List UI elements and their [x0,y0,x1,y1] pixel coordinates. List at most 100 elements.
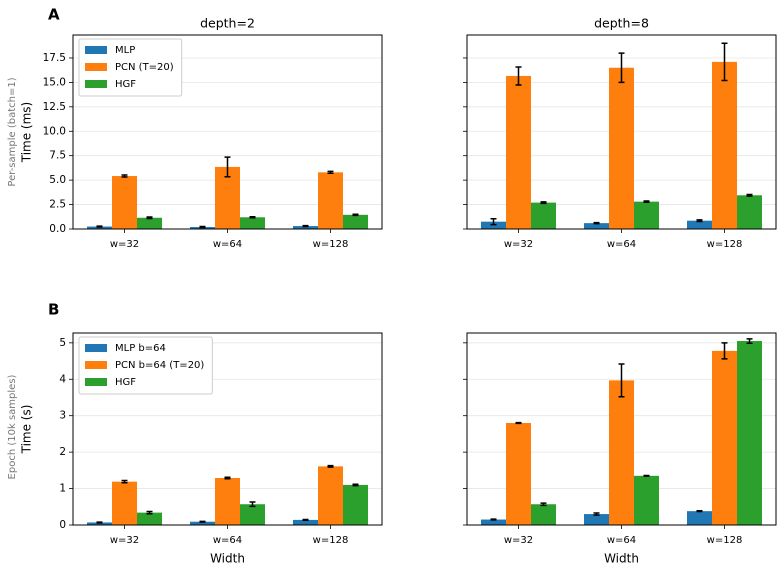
y-tick-label: 4 [59,373,66,385]
panel-label: A [48,6,60,24]
y-tick-label: 5.0 [49,174,66,186]
legend: MLP b=64 PCN b=64 (T=20) HGF [78,336,213,395]
error-bar [515,421,522,425]
error-bar [199,520,206,523]
error-bar [593,512,600,516]
bar [318,466,343,525]
legend-label: PCN b=64 (T=20) [115,360,204,371]
y-tick-label: 0 [59,519,66,531]
error-bar [643,474,650,477]
bar [240,504,265,525]
error-bar [249,501,256,508]
legend-label: HGF [115,377,136,388]
bar [609,67,634,229]
y-tick-label: 12.5 [43,101,66,113]
y-tick-label: 2 [59,446,66,458]
error-bar [618,52,625,84]
bar [712,350,737,525]
y-tick-label: 0.0 [49,223,66,235]
bar [112,481,137,525]
bar [687,220,712,229]
error-bar [327,170,334,175]
error-bar [618,363,625,398]
chart-title: depth=8 [594,16,649,31]
x-axis-label: Width [604,552,639,566]
x-tick-label: w=32 [504,535,533,546]
error-bar [302,518,309,522]
error-bar [224,156,231,178]
bar [584,514,609,525]
bar [737,195,762,229]
bar [634,475,659,525]
bar [293,226,318,229]
x-tick-label: w=64 [213,239,242,250]
error-bar [352,213,359,217]
axes-frame [72,34,383,230]
legend-label: HGF [115,79,136,90]
x-tick-label: w=64 [607,239,636,250]
row-label: Epoch (10k samples) [7,374,18,479]
y-tick-label: 17.5 [43,52,66,64]
bar [137,217,162,229]
bar [531,202,556,229]
x-tick-label: w=128 [707,239,743,250]
legend-label: MLP b=64 [115,343,166,354]
y-axis-label: Time (ms) [20,102,34,164]
axes-frame [466,332,777,526]
error-bar [96,521,103,524]
error-bar [643,200,650,203]
error-bar [593,221,600,225]
error-bar [540,201,547,205]
bar [112,176,137,229]
error-bar [515,66,522,86]
x-axis-label: Width [210,552,245,566]
chart-title: depth=2 [200,16,255,31]
error-bar [249,216,256,219]
error-bar [146,216,153,220]
bar [634,201,659,229]
x-tick-label: w=64 [607,535,636,546]
legend-swatch [85,378,107,386]
x-tick-label: w=128 [313,239,349,250]
error-bar [352,483,359,487]
legend: MLP PCN (T=20) HGF [78,38,183,97]
error-bar [490,217,497,226]
bar [343,484,368,525]
y-tick-label: 10.0 [43,125,66,137]
legend-label: PCN (T=20) [115,62,174,73]
error-bar [302,224,309,228]
y-tick-label: 1 [59,483,66,495]
bar [584,223,609,229]
legend-label: MLP [115,45,135,56]
error-bar [199,225,206,229]
y-tick-label: 3 [59,410,66,422]
error-bar [121,174,128,178]
error-bar [696,510,703,513]
legend-swatch [85,361,107,369]
error-bar [146,510,153,515]
bar [293,519,318,525]
error-bar [490,518,497,521]
x-tick-label: w=128 [707,535,743,546]
y-tick-label: 2.5 [49,199,66,211]
error-bar [96,225,103,228]
bar [87,522,112,525]
row-label: Per-sample (batch=1) [7,77,18,186]
error-bar [327,464,334,468]
error-bar [540,502,547,507]
y-tick-label: 15.0 [43,76,66,88]
bar [737,341,762,525]
x-tick-label: w=32 [504,239,533,250]
legend-swatch [85,63,107,71]
legend-frame [78,336,213,395]
legend-swatch [85,344,107,352]
bar [137,512,162,525]
panel-label: B [48,301,59,319]
x-tick-label: w=128 [313,535,349,546]
x-tick-label: w=32 [110,239,139,250]
bar [343,214,368,229]
x-tick-label: w=32 [110,535,139,546]
error-bar [121,479,128,484]
bar [531,504,556,525]
